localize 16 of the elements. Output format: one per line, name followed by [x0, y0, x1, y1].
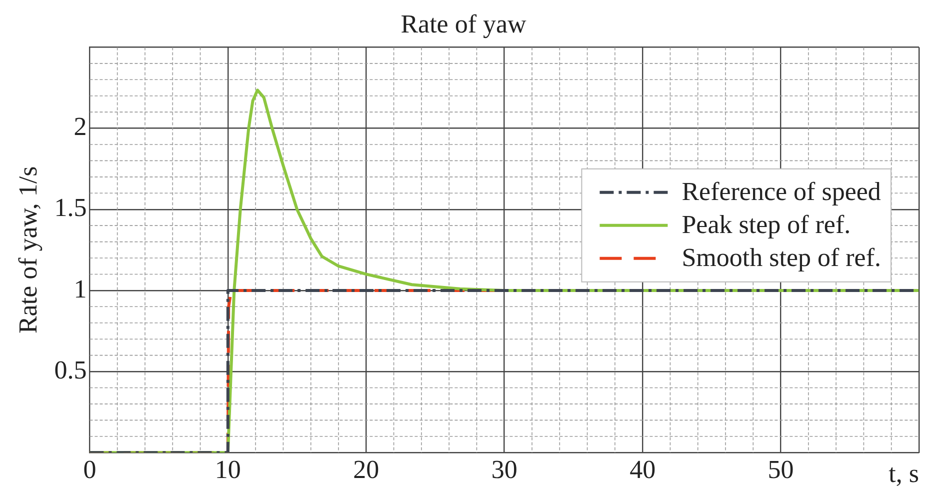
- chart-title: Rate of yaw: [400, 9, 527, 38]
- legend-label: Reference of speed: [682, 177, 881, 206]
- y-tick-label: 0.5: [54, 355, 87, 384]
- legend-label: Peak step of ref.: [682, 210, 851, 240]
- x-tick-label: 10: [214, 455, 241, 484]
- x-tick-label: 50: [768, 455, 794, 484]
- y-axis-title: Rate of yaw, 1/s: [13, 166, 42, 334]
- x-axis-title: t, s: [888, 459, 919, 488]
- x-tick-label: 0: [83, 455, 96, 484]
- y-tick-label: 1: [74, 274, 87, 304]
- x-tick-label: 40: [630, 455, 656, 484]
- y-tick-label: 2: [74, 112, 87, 142]
- y-tick-label: 1.5: [54, 193, 87, 222]
- x-tick-label: 20: [353, 455, 380, 484]
- x-tick-label: 30: [491, 455, 518, 484]
- legend-label: Smooth step of ref.: [682, 243, 882, 272]
